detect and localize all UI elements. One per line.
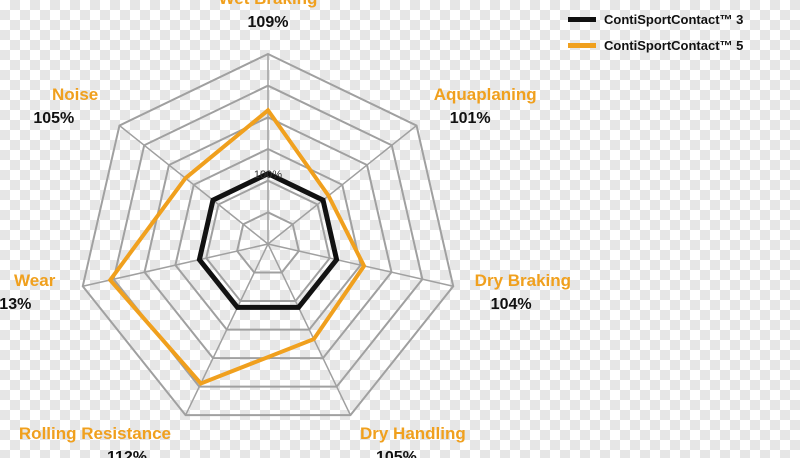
legend-label-series-1: ContiSportContact™ 3 — [604, 11, 744, 27]
axis-label-wear: Wear — [14, 271, 56, 290]
axis-label-rolling-resistance: Rolling Resistance — [19, 424, 171, 443]
grid-ring-1 — [236, 211, 300, 274]
grid-ring-5 — [112, 84, 424, 388]
axis-value-aquaplaning: 101% — [450, 110, 491, 127]
series-line-1 — [196, 170, 340, 310]
legend-item-series-2: ContiSportContact™ 5 — [568, 32, 743, 58]
axis-label-layer: Wet Braking 109% Aquaplaning 101% Dry Brakin… — [0, 0, 571, 458]
legend-swatch-series-1 — [568, 16, 596, 22]
axis-value-wet-braking: 109% — [248, 14, 289, 31]
grid-layer — [81, 52, 455, 417]
series-line-2 — [107, 107, 367, 386]
axis-value-rolling-resistance: 112% — [107, 449, 147, 458]
grid-ring-3 — [174, 147, 362, 331]
grid-ring-6 — [81, 52, 455, 417]
legend-swatch-series-2 — [568, 42, 596, 48]
axis-value-wear: 113% — [0, 296, 31, 313]
grid-ring-2 — [205, 179, 331, 303]
series-layer — [107, 107, 367, 386]
legend-item-series-1: ContiSportContact™ 3 — [568, 6, 743, 32]
center-label: 100% — [254, 169, 282, 181]
axis-value-noise: 105% — [33, 110, 74, 127]
axis-label-dry-handling: Dry Handling — [360, 424, 466, 443]
axis-label-aquaplaning: Aquaplaning — [434, 85, 537, 104]
axis-value-dry-handling: 105% — [376, 449, 417, 458]
axis-value-dry-braking: 104% — [491, 296, 532, 313]
axis-label-dry-braking: Dry Braking — [475, 271, 571, 290]
axis-label-noise: Noise — [52, 85, 98, 104]
legend-label-series-2: ContiSportContact™ 5 — [604, 37, 744, 53]
legend: ContiSportContact™ 3 ContiSportContact™ … — [568, 6, 743, 58]
axis-label-wet-braking: Wet Braking — [219, 0, 318, 8]
